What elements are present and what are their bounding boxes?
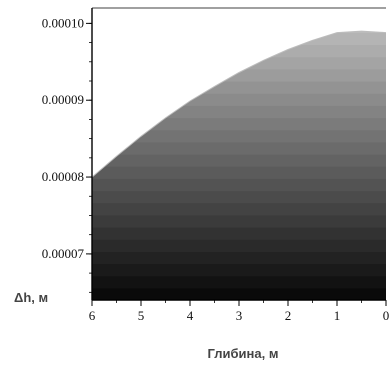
y-tick-label: 0.00010 [42,15,84,30]
y-axis: 0.00010 0.00009 0.00008 0.00007 [42,15,92,293]
area-band [92,8,386,21]
area-band [92,227,386,240]
area-band [92,81,386,94]
x-tick-label: 2 [285,308,292,323]
area-band [92,32,386,46]
area-band [92,166,386,179]
area-band [92,263,386,277]
area-band [92,190,386,204]
x-axis-title: Глибина, м [208,346,279,361]
area-band [92,56,386,70]
area-fill [92,8,386,300]
area-band [92,141,386,155]
area-band [92,287,386,300]
area-band [92,239,386,252]
area-band [92,154,386,167]
area-band [92,44,386,58]
area-band [92,31,386,33]
area-band [92,105,386,119]
area-band [92,178,386,192]
area-band [92,275,386,289]
area-band [92,93,386,106]
x-axis: 6 5 4 3 2 1 0 [89,300,390,323]
y-tick-label: 0.00008 [42,169,84,184]
y-tick-label: 0.00007 [42,246,85,261]
y-tick-label: 0.00009 [42,92,84,107]
x-tick-label: 5 [138,308,145,323]
area-band [92,251,386,265]
area-band [92,202,386,216]
y-axis-title: Δh, м [14,290,48,305]
data-curve [91,30,387,178]
x-tick-label: 4 [187,308,194,323]
area-band [92,214,386,228]
area-band [92,117,386,131]
area-band [92,68,386,82]
x-tick-label: 0 [383,308,390,323]
x-tick-label: 6 [89,308,96,323]
x-tick-label: 1 [334,308,341,323]
area-band [92,129,386,143]
x-tick-label: 3 [236,308,243,323]
